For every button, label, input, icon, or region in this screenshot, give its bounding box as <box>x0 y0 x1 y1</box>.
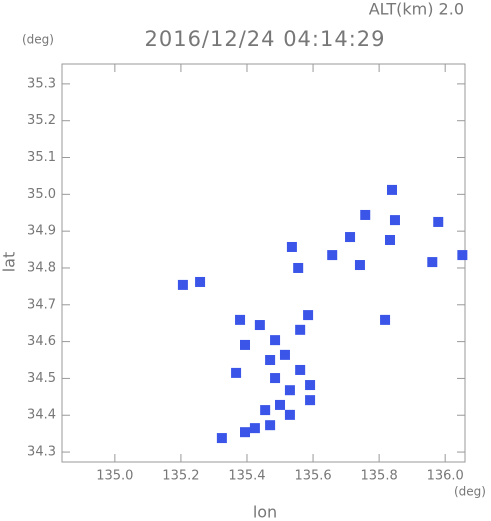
y-tick-label: 34.3 <box>27 445 56 460</box>
echo-cell <box>327 250 338 261</box>
echo-cell <box>275 399 286 410</box>
echo-cell <box>303 310 314 321</box>
x-tick-label: 135.8 <box>361 469 398 484</box>
echo-cell <box>360 209 371 220</box>
echo-cell <box>235 314 246 325</box>
echo-cell <box>260 405 271 416</box>
echo-cell <box>293 262 304 273</box>
echo-cell <box>295 324 306 335</box>
y-tick-label: 34.6 <box>27 334 56 349</box>
echo-cell <box>354 260 365 271</box>
y-tick-label: 35.0 <box>27 187 56 202</box>
echo-cell <box>216 433 227 444</box>
echo-cell <box>457 250 468 261</box>
echo-cell <box>385 234 396 245</box>
y-tick-label: 34.5 <box>27 371 56 386</box>
x-unit: (deg) <box>454 485 486 499</box>
echo-cell <box>279 349 290 360</box>
x-axis-label: lon <box>253 503 277 521</box>
echo-cell <box>231 367 242 378</box>
echo-cell <box>427 257 438 268</box>
echo-cell <box>254 320 265 331</box>
echo-cell <box>249 423 260 434</box>
echo-cell <box>177 279 188 290</box>
chart-title: 2016/12/24 04:14:29 <box>144 27 385 51</box>
echo-cell <box>386 184 397 195</box>
echo-cell <box>240 339 251 350</box>
echo-cell <box>305 395 316 406</box>
y-tick-label: 34.4 <box>27 408 56 423</box>
x-tick-label: 135.4 <box>228 469 265 484</box>
echo-cell <box>433 216 444 227</box>
echo-cell <box>345 232 356 243</box>
plot-frame <box>61 63 466 463</box>
x-tick-label: 136.0 <box>427 469 464 484</box>
echo-cell <box>305 380 316 391</box>
altitude-label: ALT(km) 2.0 <box>369 0 464 19</box>
y-tick-label: 35.1 <box>27 150 56 165</box>
echo-cell <box>284 409 295 420</box>
y-tick-label: 34.8 <box>27 260 56 275</box>
echo-cell <box>265 420 276 431</box>
echo-cell <box>270 335 281 346</box>
echo-cell <box>284 385 295 396</box>
echo-cell <box>286 241 297 252</box>
y-unit: (deg) <box>22 33 54 47</box>
y-tick-label: 34.9 <box>27 224 56 239</box>
x-tick-label: 135.2 <box>162 469 199 484</box>
x-tick-label: 135.6 <box>294 469 331 484</box>
echo-cell <box>389 215 400 226</box>
echo-cell <box>265 355 276 366</box>
y-tick-label: 34.7 <box>27 297 56 312</box>
echo-cell <box>380 314 391 325</box>
echo-cell <box>270 373 281 384</box>
y-axis-label: lat <box>0 252 19 273</box>
y-tick-label: 35.3 <box>27 76 56 91</box>
x-tick-label: 135.0 <box>96 469 133 484</box>
echo-cell <box>240 427 251 438</box>
y-tick-label: 35.2 <box>27 113 56 128</box>
echo-cell <box>295 364 306 375</box>
echo-cell <box>195 276 206 287</box>
